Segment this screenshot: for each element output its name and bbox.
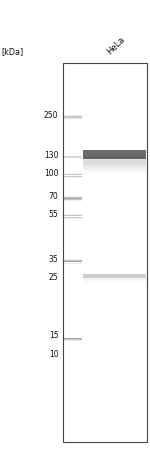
- Text: 100: 100: [44, 169, 58, 178]
- Bar: [83, 169, 146, 170]
- Text: [kDa]: [kDa]: [2, 47, 24, 56]
- Bar: [64, 336, 82, 337]
- Text: 10: 10: [49, 350, 58, 359]
- Bar: [83, 151, 146, 152]
- Bar: [83, 171, 146, 172]
- Bar: [83, 160, 146, 161]
- Text: HeLa: HeLa: [105, 35, 126, 56]
- Text: 55: 55: [49, 210, 58, 219]
- Bar: [83, 153, 146, 154]
- Bar: [83, 161, 146, 162]
- Bar: [64, 340, 82, 341]
- Bar: [83, 165, 146, 166]
- Bar: [83, 163, 146, 164]
- Bar: [83, 156, 146, 157]
- Bar: [83, 166, 146, 167]
- Text: 15: 15: [49, 331, 58, 341]
- Bar: [64, 339, 82, 340]
- Bar: [83, 167, 146, 168]
- Bar: [63, 63, 147, 442]
- Bar: [83, 170, 146, 171]
- Bar: [83, 159, 146, 160]
- Text: 250: 250: [44, 110, 58, 120]
- Bar: [83, 158, 146, 159]
- Bar: [83, 152, 146, 153]
- Bar: [83, 164, 146, 165]
- Bar: [83, 157, 146, 158]
- Bar: [83, 274, 146, 278]
- Bar: [83, 172, 146, 173]
- Bar: [83, 168, 146, 169]
- Bar: [83, 150, 146, 159]
- Text: 130: 130: [44, 151, 58, 160]
- Text: 35: 35: [49, 255, 58, 264]
- Text: 70: 70: [49, 192, 58, 201]
- Bar: [64, 337, 82, 338]
- Bar: [83, 154, 146, 155]
- Bar: [83, 162, 146, 163]
- Text: 25: 25: [49, 273, 58, 282]
